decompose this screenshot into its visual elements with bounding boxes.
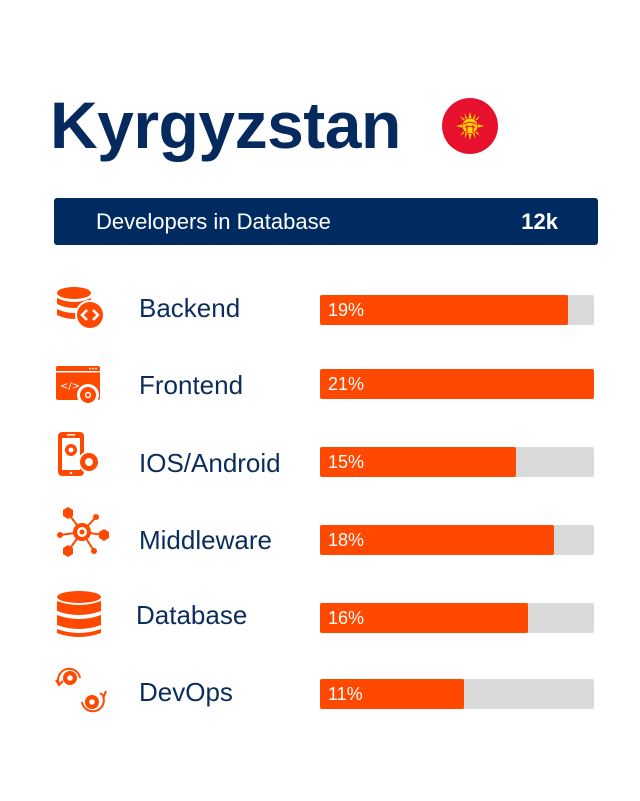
bar-fill: 16%	[320, 603, 528, 633]
category-label: Database	[136, 600, 248, 630]
cycling-gears-icon	[55, 667, 107, 713]
percent-label: 11%	[328, 684, 363, 704]
category-label: DevOps	[139, 677, 233, 707]
category-label: Backend	[139, 293, 241, 323]
category-row-middleware: Middleware 18%	[0, 507, 640, 557]
percent-label: 19%	[328, 300, 365, 320]
bar-track: 21%	[320, 369, 594, 399]
developers-count-banner: Developers in Database 12k	[54, 198, 598, 245]
category-row-ios-android: IOS/Android 15%	[0, 430, 640, 480]
category-row-database: Database 16%	[0, 590, 640, 640]
bar-track: 11%	[320, 679, 594, 709]
bar-fill: 19%	[320, 295, 568, 325]
category-row-devops: DevOps 11%	[0, 666, 640, 716]
database-icon	[57, 591, 101, 637]
category-label: Middleware	[139, 525, 272, 555]
bar-fill: 11%	[320, 679, 464, 709]
category-row-frontend: </> Frontend 21%	[0, 360, 640, 410]
mobile-gears-icon	[58, 432, 100, 476]
percent-label: 21%	[328, 374, 365, 394]
kyrgyzstan-flag-icon	[442, 98, 498, 154]
percent-label: 16%	[328, 608, 365, 628]
percent-label: 18%	[328, 530, 365, 550]
developer-count-value: 12k	[521, 208, 558, 234]
database-code-icon	[57, 287, 105, 330]
banner-label: Developers in Database	[96, 208, 331, 234]
country-title: Kyrgyzstan	[50, 88, 401, 162]
bar-fill: 21%	[320, 369, 594, 399]
bar-fill: 18%	[320, 525, 554, 555]
bar-track: 18%	[320, 525, 594, 555]
category-row-backend: Backend 19%	[0, 285, 640, 335]
category-label: Frontend	[139, 370, 244, 400]
network-hub-gear-icon	[57, 507, 109, 557]
bar-fill: 15%	[320, 447, 516, 477]
bar-track: 15%	[320, 447, 594, 477]
category-label: IOS/Android	[139, 448, 281, 478]
bar-track: 19%	[320, 295, 594, 325]
svg-text:</>: </>	[60, 381, 80, 392]
bar-track: 16%	[320, 603, 594, 633]
percent-label: 15%	[328, 452, 365, 472]
browser-code-gear-icon: </>	[56, 366, 100, 406]
